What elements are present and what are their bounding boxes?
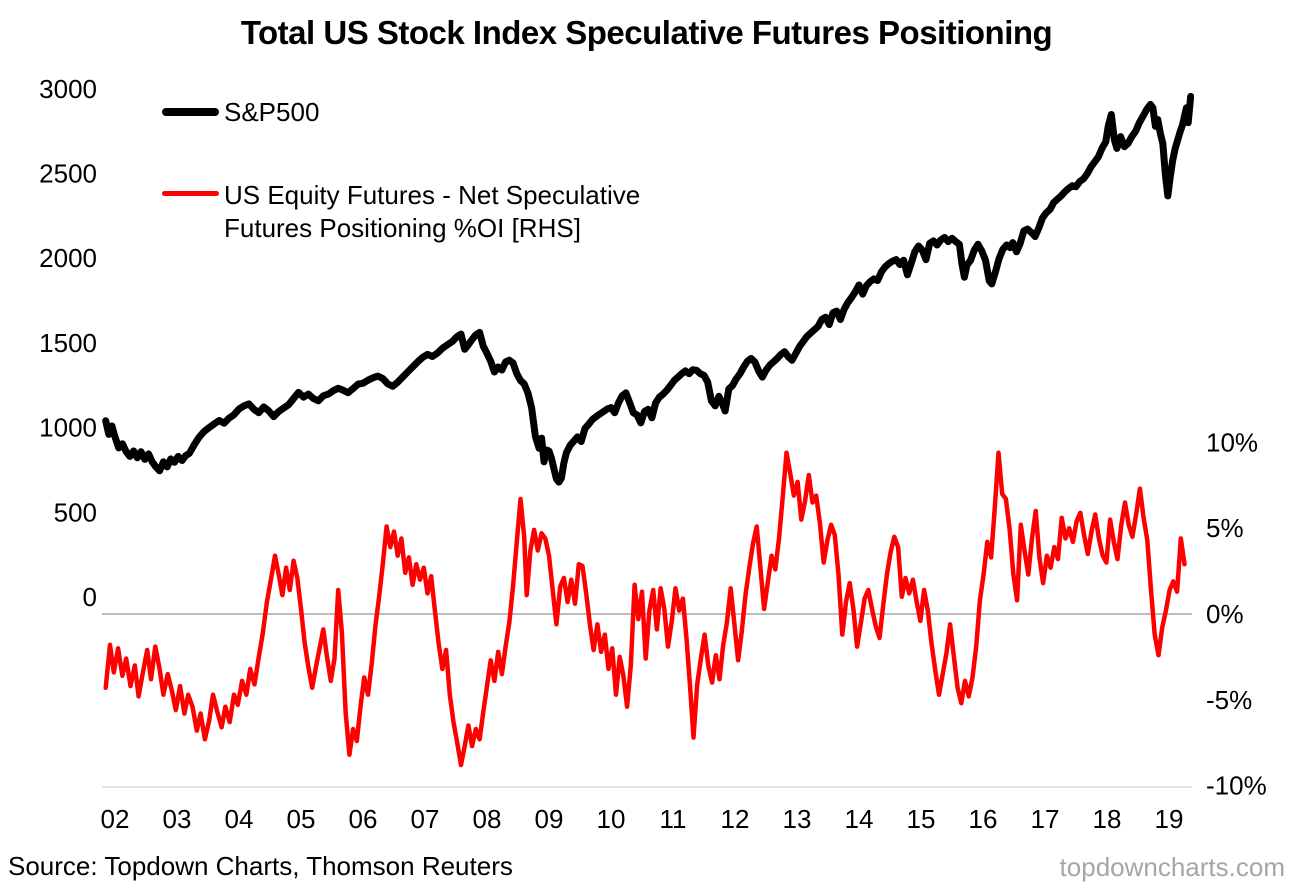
x-axis-tick-label: 17 (1031, 804, 1060, 834)
legend-item-sp500: S&P500 (162, 96, 319, 129)
left-axis-tick-label: 500 (54, 497, 97, 527)
right-axis-tick-label: -10% (1206, 771, 1267, 801)
legend-label-futures-positioning: US Equity Futures - Net Speculative Futu… (224, 180, 641, 243)
x-axis-tick-label: 11 (660, 804, 687, 834)
right-axis-tick-label: -5% (1206, 685, 1252, 715)
x-axis-tick-label: 09 (535, 804, 564, 834)
x-axis-tick-label: 16 (969, 804, 998, 834)
left-axis-tick-label: 0 (83, 582, 97, 612)
right-axis-tick-label: 0% (1206, 599, 1244, 629)
chart-title: Total US Stock Index Speculative Futures… (240, 14, 1053, 51)
x-axis-tick-label: 14 (845, 804, 874, 834)
legend-label-sp500: S&P500 (224, 97, 320, 127)
legend-item-futures-positioning: US Equity Futures - Net Speculative Futu… (162, 179, 729, 244)
x-axis-tick-label: 15 (907, 804, 936, 834)
right-axis-tick-label: 5% (1206, 513, 1244, 543)
source-note: Source: Topdown Charts, Thomson Reuters (8, 851, 513, 881)
x-axis-tick-label: 05 (287, 804, 316, 834)
futures-line-swatch-icon (162, 191, 219, 196)
left-axis-tick-label: 3000 (39, 74, 97, 104)
x-axis-tick-label: 03 (163, 804, 192, 834)
futures-positioning-line (103, 450, 1187, 768)
x-axis-tick-label: 07 (411, 804, 440, 834)
left-axis-tick-label: 2500 (39, 159, 97, 189)
sp500-line-swatch-icon (162, 108, 219, 117)
left-axis-tick-label: 1500 (39, 328, 97, 358)
x-axis-tick-label: 13 (783, 804, 812, 834)
x-axis-tick-label: 12 (721, 804, 750, 834)
x-axis-tick-label: 08 (473, 804, 502, 834)
x-axis-tick-label: 18 (1093, 804, 1122, 834)
right-axis-tick-label: 10% (1206, 427, 1258, 457)
x-axis-tick-label: 19 (1155, 804, 1184, 834)
website-watermark: topdowncharts.com (1059, 852, 1285, 882)
x-axis-tick-label: 02 (101, 804, 130, 834)
x-axis-tick-label: 04 (225, 804, 254, 834)
x-axis-tick-label: 10 (597, 804, 626, 834)
x-axis-tick-label: 06 (349, 804, 378, 834)
sp500-line (102, 92, 1194, 486)
left-axis-tick-label: 1000 (39, 413, 97, 443)
left-axis-tick-label: 2000 (39, 243, 97, 273)
